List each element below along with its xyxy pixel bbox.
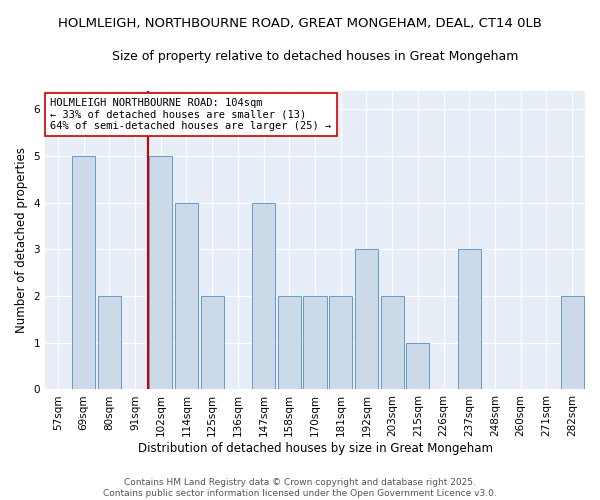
Bar bbox=[252, 202, 275, 390]
Title: Size of property relative to detached houses in Great Mongeham: Size of property relative to detached ho… bbox=[112, 50, 518, 63]
Bar bbox=[200, 296, 224, 390]
Bar bbox=[72, 156, 95, 390]
Bar bbox=[149, 156, 172, 390]
Bar bbox=[329, 296, 352, 390]
Bar bbox=[560, 296, 584, 390]
Text: Contains HM Land Registry data © Crown copyright and database right 2025.
Contai: Contains HM Land Registry data © Crown c… bbox=[103, 478, 497, 498]
X-axis label: Distribution of detached houses by size in Great Mongeham: Distribution of detached houses by size … bbox=[137, 442, 493, 455]
Bar bbox=[175, 202, 198, 390]
Text: HOLMLEIGH, NORTHBOURNE ROAD, GREAT MONGEHAM, DEAL, CT14 0LB: HOLMLEIGH, NORTHBOURNE ROAD, GREAT MONGE… bbox=[58, 18, 542, 30]
Bar bbox=[380, 296, 404, 390]
Bar bbox=[458, 250, 481, 390]
Bar bbox=[406, 343, 430, 390]
Bar bbox=[98, 296, 121, 390]
Bar bbox=[355, 250, 378, 390]
Bar bbox=[278, 296, 301, 390]
Y-axis label: Number of detached properties: Number of detached properties bbox=[15, 147, 28, 333]
Text: HOLMLEIGH NORTHBOURNE ROAD: 104sqm
← 33% of detached houses are smaller (13)
64%: HOLMLEIGH NORTHBOURNE ROAD: 104sqm ← 33%… bbox=[50, 98, 332, 131]
Bar bbox=[304, 296, 326, 390]
